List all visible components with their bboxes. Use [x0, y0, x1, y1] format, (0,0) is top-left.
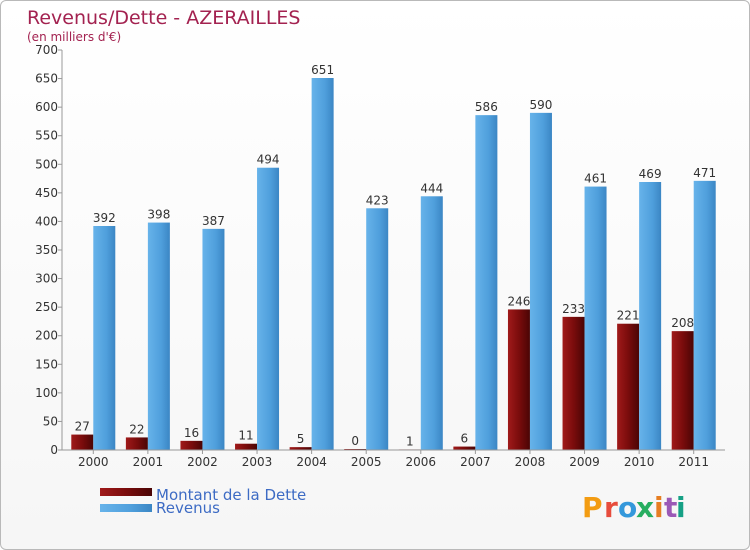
- data-label-revenus: 469: [639, 167, 662, 181]
- data-label-revenus: 586: [475, 100, 498, 114]
- y-tick-label: 650: [35, 72, 58, 86]
- data-label-dette: 233: [562, 302, 585, 316]
- legend-swatch-revenus: [100, 504, 152, 512]
- logo-letter: i: [676, 491, 686, 524]
- x-tick-label: 2008: [515, 455, 546, 469]
- y-tick-label: 450: [35, 186, 58, 200]
- data-label-dette: 221: [617, 309, 640, 323]
- data-label-revenus: 392: [93, 211, 116, 225]
- bar-revenus: [311, 78, 334, 450]
- data-label-dette: 246: [508, 294, 531, 308]
- x-tick-label: 2006: [406, 455, 437, 469]
- bar-dette: [289, 447, 312, 450]
- y-tick-label: 700: [35, 43, 58, 57]
- data-label-revenus: 444: [420, 181, 443, 195]
- data-label-revenus: 387: [202, 214, 225, 228]
- bar-revenus: [639, 182, 662, 450]
- logo-letter: r: [604, 491, 618, 524]
- x-tick-label: 2009: [569, 455, 600, 469]
- x-tick-label: 2000: [78, 455, 109, 469]
- legend: Montant de la Dette Revenus: [100, 486, 306, 517]
- bar-revenus: [147, 222, 170, 450]
- data-label-dette: 11: [238, 429, 253, 443]
- x-axis: 2000 2001 2002 2003 2004 2005 2006 2007 2008 2009…: [62, 449, 725, 469]
- x-tick-label: 2004: [296, 455, 327, 469]
- bar-dette: [180, 440, 203, 450]
- bar-revenus: [257, 167, 280, 450]
- data-label-dette: 22: [129, 422, 144, 436]
- bar-revenus: [93, 226, 116, 450]
- x-tick-label: 2001: [133, 455, 164, 469]
- y-tick-label: 400: [35, 214, 58, 228]
- y-tick-label: 600: [35, 100, 58, 114]
- chart-title: Revenus/Dette - AZERAILLES: [27, 7, 301, 29]
- data-label-revenus: 423: [366, 193, 389, 207]
- y-tick-label: 250: [35, 300, 58, 314]
- bar-dette: [125, 437, 148, 450]
- data-label-revenus: 471: [693, 166, 716, 180]
- logo-letter: i: [654, 491, 664, 524]
- bar-revenus: [420, 196, 443, 450]
- logo-letter: P: [582, 491, 603, 524]
- data-label-revenus: 494: [257, 153, 280, 167]
- bar-dette: [562, 316, 585, 450]
- bar-dette: [507, 309, 530, 450]
- bar-dette: [235, 443, 258, 450]
- legend-swatch-dette: [100, 488, 152, 496]
- bar-revenus: [529, 112, 552, 450]
- data-label-revenus: 590: [530, 98, 553, 112]
- y-tick-label: 50: [43, 414, 58, 428]
- bar-dette: [671, 331, 694, 450]
- bars-group: 27 392 22 398 16 387 11 494 5 651 0 423 1 444 6 586 246 5…: [71, 63, 716, 451]
- data-label-dette: 27: [75, 420, 90, 434]
- data-label-dette: 208: [671, 316, 694, 330]
- chart-subtitle: (en milliers d'€): [27, 30, 121, 44]
- bar-dette: [617, 323, 640, 450]
- data-label-revenus: 398: [147, 208, 170, 222]
- bar-revenus: [202, 228, 225, 450]
- y-tick-label: 150: [35, 357, 58, 371]
- bar-revenus: [693, 180, 716, 450]
- data-label-dette: 1: [406, 434, 414, 448]
- x-tick-label: 2003: [242, 455, 273, 469]
- bar-revenus: [584, 186, 607, 451]
- data-label-revenus: 461: [584, 172, 607, 186]
- y-axis: 0 50 100 150 200 250 300 350 400 450 500 550 600 650 7…: [35, 43, 63, 457]
- logo-letter: x: [636, 491, 654, 524]
- data-label-dette: 6: [461, 432, 469, 446]
- y-tick-label: 200: [35, 329, 58, 343]
- logo-letter: t: [664, 491, 677, 524]
- x-tick-label: 2002: [187, 455, 218, 469]
- y-tick-label: 350: [35, 243, 58, 257]
- x-tick-label: 2010: [624, 455, 655, 469]
- y-tick-label: 300: [35, 272, 58, 286]
- x-tick-label: 2011: [678, 455, 709, 469]
- bar-dette: [453, 446, 476, 450]
- legend-label-revenus: Revenus: [156, 499, 220, 517]
- data-label-dette: 5: [297, 432, 305, 446]
- y-tick-label: 0: [50, 443, 58, 457]
- y-tick-label: 500: [35, 157, 58, 171]
- x-tick-label: 2007: [460, 455, 491, 469]
- y-tick-label: 550: [35, 129, 58, 143]
- data-label-dette: 0: [351, 434, 359, 448]
- data-label-dette: 16: [184, 426, 199, 440]
- bar-dette: [71, 434, 94, 450]
- y-tick-label: 100: [35, 386, 58, 400]
- x-tick-label: 2005: [351, 455, 382, 469]
- legend-label-dette: Montant de la Dette: [156, 486, 306, 504]
- data-label-revenus: 651: [311, 63, 334, 77]
- logo-letter: o: [618, 491, 637, 524]
- bar-revenus: [366, 208, 389, 450]
- bar-revenus: [475, 115, 498, 451]
